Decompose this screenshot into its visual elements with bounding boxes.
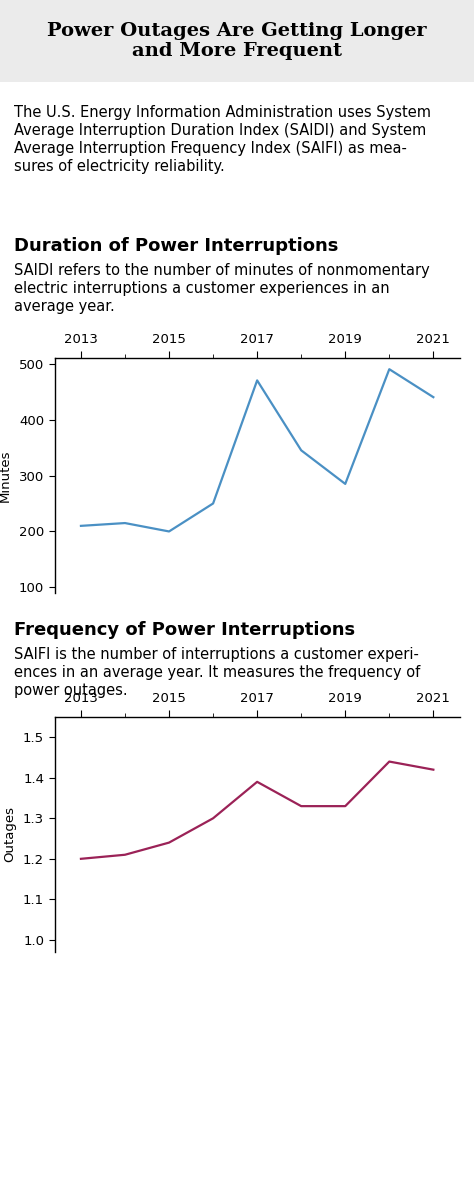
Y-axis label: Minutes: Minutes — [0, 450, 12, 502]
Text: Power Outages Are Getting Longer
and More Frequent: Power Outages Are Getting Longer and Mor… — [47, 21, 427, 60]
Text: Frequency of Power Interruptions: Frequency of Power Interruptions — [14, 621, 355, 639]
Text: Duration of Power Interruptions: Duration of Power Interruptions — [14, 237, 338, 256]
Text: power outages.: power outages. — [14, 683, 128, 698]
Text: electric interruptions a customer experiences in an: electric interruptions a customer experi… — [14, 282, 390, 296]
Y-axis label: Outages: Outages — [3, 807, 16, 862]
Text: sures of electricity reliability.: sures of electricity reliability. — [14, 159, 225, 174]
Text: average year.: average year. — [14, 299, 115, 313]
Text: ences in an average year. It measures the frequency of: ences in an average year. It measures th… — [14, 665, 420, 680]
Text: Average Interruption Frequency Index (SAIFI) as mea-: Average Interruption Frequency Index (SA… — [14, 141, 407, 156]
Text: The U.S. Energy Information Administration uses System: The U.S. Energy Information Administrati… — [14, 105, 431, 119]
Text: Average Interruption Duration Index (SAIDI) and System: Average Interruption Duration Index (SAI… — [14, 123, 426, 138]
Text: SAIDI refers to the number of minutes of nonmomentary: SAIDI refers to the number of minutes of… — [14, 263, 430, 278]
Text: SAIFI is the number of interruptions a customer experi-: SAIFI is the number of interruptions a c… — [14, 647, 419, 662]
